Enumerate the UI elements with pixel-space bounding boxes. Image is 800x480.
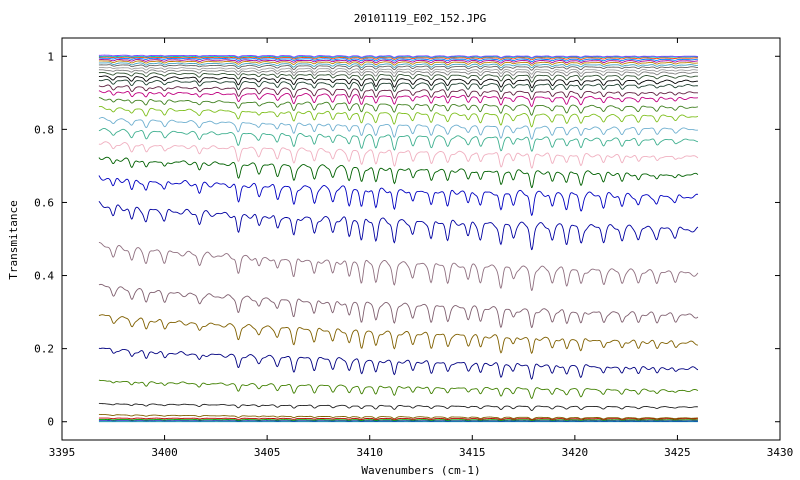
y-axis: 0 0.2 0.4 0.6 0.8 1: [34, 50, 780, 429]
series-line: [98, 84, 698, 100]
series-line: [98, 58, 698, 64]
series-line: [98, 141, 699, 169]
series-line: [98, 127, 699, 152]
series-layer: [98, 54, 699, 423]
x-tick-label: 3410: [356, 446, 383, 459]
series-line: [98, 66, 699, 75]
x-tick-label: 3430: [767, 446, 794, 459]
x-axis-label: Wavenumbers (cm-1): [361, 464, 480, 477]
series-line: [98, 69, 698, 79]
series-line: [98, 420, 698, 422]
series-line: [98, 64, 698, 71]
series-line: [98, 156, 699, 189]
y-tick-label: 0.6: [34, 196, 54, 209]
series-line: [98, 54, 698, 58]
y-axis-label: Transmitance: [7, 200, 20, 279]
series-line: [98, 75, 698, 89]
series-line: [98, 72, 698, 83]
series-line: [98, 78, 698, 93]
x-tick-label: 3415: [459, 446, 486, 459]
y-tick-label: 0.8: [34, 123, 54, 136]
series-line: [98, 419, 698, 421]
y-tick-label: 0.4: [34, 270, 54, 283]
series-line: [98, 56, 698, 61]
series-line: [98, 90, 698, 108]
series-line: [98, 60, 699, 66]
series-line: [98, 379, 699, 399]
series-line: [98, 314, 698, 355]
y-tick-label: 0.2: [34, 343, 54, 356]
x-tick-label: 3405: [254, 446, 281, 459]
series-line: [98, 402, 698, 411]
x-tick-label: 3400: [151, 446, 178, 459]
series-line: [98, 347, 699, 380]
series-line: [98, 241, 699, 291]
series-line: [98, 417, 698, 421]
series-line: [98, 117, 699, 140]
x-axis: 3395 3400 3405 3410 3415 3420 3425 3430: [49, 38, 794, 459]
series-line: [98, 283, 699, 329]
series-line: [98, 57, 698, 63]
chart-title: 20101119_E02_152.JPG: [354, 12, 486, 25]
x-tick-label: 3395: [49, 446, 76, 459]
series-line: [98, 413, 698, 420]
series-line: [98, 175, 699, 217]
series-line: [98, 55, 698, 59]
plot-frame: [61, 37, 781, 441]
series-line: [98, 97, 699, 116]
x-tick-label: 3425: [664, 446, 691, 459]
series-line: [98, 106, 699, 128]
series-line: [98, 201, 699, 251]
series-line: [98, 62, 698, 69]
x-tick-label: 3420: [562, 446, 589, 459]
y-tick-label: 1: [47, 50, 54, 63]
y-tick-label: 0: [47, 416, 54, 429]
